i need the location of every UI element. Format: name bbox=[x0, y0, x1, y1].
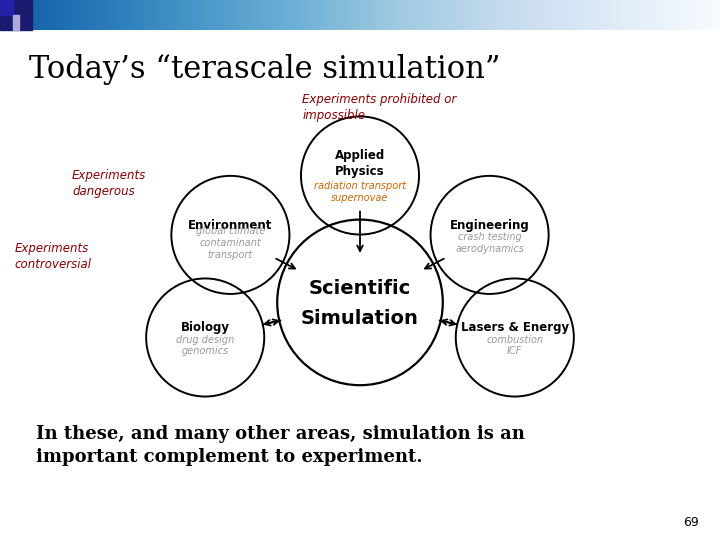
Text: combustion
ICF: combustion ICF bbox=[486, 335, 544, 356]
Text: crash testing
aerodynamics: crash testing aerodynamics bbox=[455, 232, 524, 254]
Text: Applied
Physics: Applied Physics bbox=[335, 149, 385, 178]
Text: Biology: Biology bbox=[181, 321, 230, 334]
Text: Environment: Environment bbox=[188, 219, 273, 232]
Text: Experiments
dangerous: Experiments dangerous bbox=[72, 169, 146, 198]
Text: Scientific: Scientific bbox=[309, 279, 411, 299]
Text: drug design
genomics: drug design genomics bbox=[176, 335, 234, 356]
Text: Simulation: Simulation bbox=[301, 309, 419, 328]
Bar bbox=[0, 0, 32, 30]
Bar bbox=[13, 15, 19, 30]
Text: global climate
contaminant
transport: global climate contaminant transport bbox=[196, 226, 265, 260]
Text: Experiments prohibited or
impossible: Experiments prohibited or impossible bbox=[302, 93, 456, 123]
Text: 69: 69 bbox=[683, 516, 698, 529]
Text: Lasers & Energy: Lasers & Energy bbox=[461, 321, 569, 334]
Bar bbox=[0, 0, 13, 15]
Text: radiation transport
supernovae: radiation transport supernovae bbox=[314, 181, 406, 203]
Text: Today’s “terascale simulation”: Today’s “terascale simulation” bbox=[29, 54, 500, 85]
Text: In these, and many other areas, simulation is an
important complement to experim: In these, and many other areas, simulati… bbox=[36, 424, 525, 467]
Text: Experiments
controversial: Experiments controversial bbox=[14, 242, 91, 271]
Text: Engineering: Engineering bbox=[450, 219, 529, 232]
